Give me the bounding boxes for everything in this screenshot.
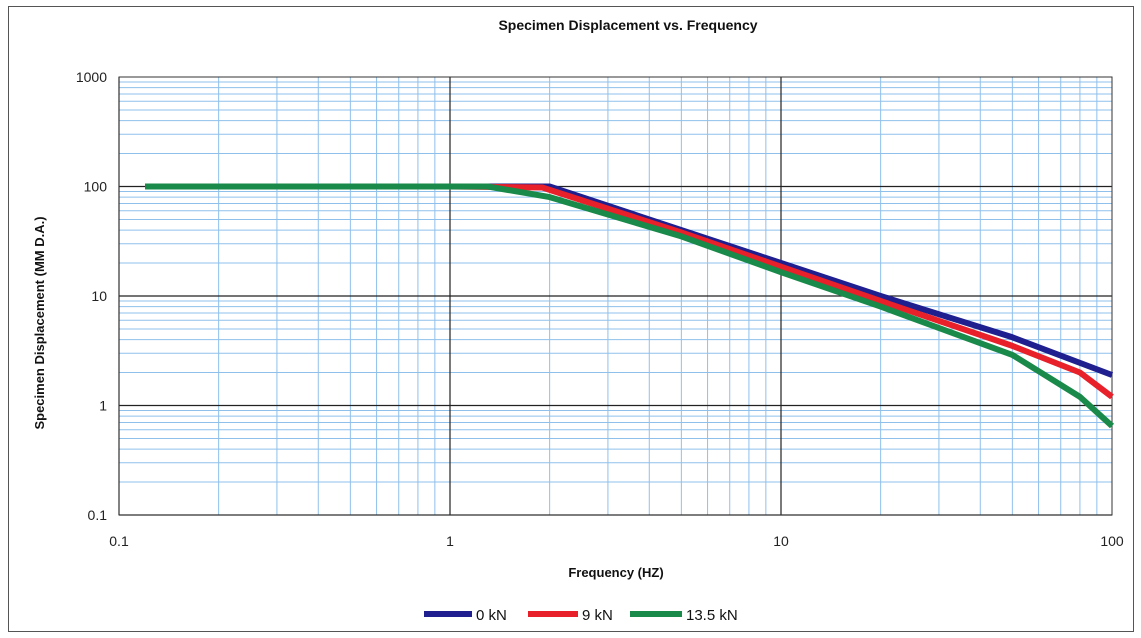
legend-label: 13.5 kN	[686, 607, 738, 624]
x-tick-label: 10	[773, 533, 789, 549]
chart-title: Specimen Displacement vs. Frequency	[498, 17, 757, 33]
plot-area	[118, 76, 1113, 516]
tick-labels: 0.1 1 10 100 0.1 1 10 100 1000	[76, 69, 1124, 549]
x-tick-label: 100	[1100, 533, 1124, 549]
x-tick-label: 0.1	[109, 533, 129, 549]
x-axis-label: Frequency (HZ)	[568, 565, 663, 580]
series-line-13-5-kn	[145, 183, 1115, 429]
legend-label: 0 kN	[476, 607, 507, 624]
y-tick-label: 100	[84, 179, 108, 195]
y-axis-label: Specimen Displacement (MM D.A.)	[32, 216, 47, 429]
y-tick-label: 0.1	[88, 507, 108, 523]
y-tick-label: 10	[91, 288, 107, 304]
x-tick-label: 1	[446, 533, 454, 549]
y-tick-label: 1000	[76, 69, 107, 85]
y-tick-label: 1	[99, 398, 107, 414]
legend: 0 kN 9 kN 13.5 kN	[424, 607, 738, 624]
series-layer	[145, 183, 1115, 429]
legend-label: 9 kN	[582, 607, 613, 624]
